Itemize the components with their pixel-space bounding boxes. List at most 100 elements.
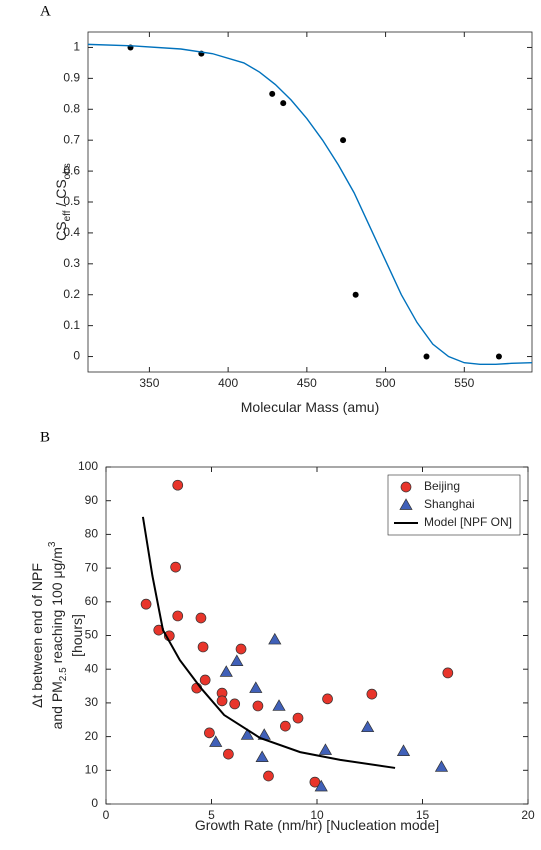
- y-axis-label-part: eff: [62, 210, 73, 221]
- point: [263, 770, 274, 782]
- point: [272, 699, 286, 711]
- y-tick-label: 40: [85, 661, 99, 675]
- y-tick-label: 0: [91, 796, 98, 810]
- point: [322, 693, 333, 705]
- point: [280, 100, 287, 107]
- x-tick-label: 550: [454, 376, 474, 390]
- y-tick-label: 0.8: [63, 101, 80, 115]
- y-axis-label-part: Δt between end of NPF: [29, 563, 45, 708]
- point: [140, 598, 152, 610]
- y-tick-label: 0: [73, 349, 80, 363]
- point: [223, 748, 234, 760]
- y-axis-label: [hours]: [69, 614, 85, 657]
- point: [199, 674, 211, 686]
- point: [255, 750, 269, 763]
- y-tick-label: 1: [73, 40, 80, 54]
- y-tick-label: 0.5: [63, 194, 80, 208]
- point: [195, 612, 207, 624]
- point: [240, 728, 254, 740]
- point: [495, 353, 502, 360]
- y-axis-label-part: and PM: [49, 681, 65, 729]
- point: [442, 667, 454, 679]
- x-tick-label: 400: [218, 376, 238, 390]
- point: [219, 665, 233, 677]
- y-axis-label-part: 2.5: [58, 667, 69, 681]
- y-tick-label: 30: [85, 695, 99, 709]
- point: [434, 760, 449, 772]
- x-tick-label: 10: [310, 808, 324, 822]
- x-tick-label: 0: [103, 808, 110, 822]
- y-axis-label-part: 3: [47, 541, 58, 547]
- point: [170, 561, 181, 573]
- point: [252, 700, 264, 712]
- point: [314, 779, 328, 792]
- x-axis-label: Growth Rate (nm/hr) [Nucleation mode]: [195, 817, 439, 833]
- fit-line: [87, 43, 533, 365]
- legend-label: Model [NPF ON]: [424, 515, 512, 529]
- x-tick-label: 15: [416, 808, 430, 822]
- y-tick-label: 100: [78, 459, 98, 473]
- y-tick-label: 70: [85, 560, 99, 574]
- x-tick-label: 5: [208, 808, 215, 822]
- point: [280, 720, 291, 732]
- y-tick-label: 0.1: [63, 318, 80, 332]
- legend-label: Shanghai: [424, 497, 475, 511]
- plot-area: [87, 31, 533, 373]
- x-axis-label-part: Growth Rate (nm/hr) [Nucleation mode]: [195, 817, 439, 833]
- point: [352, 291, 359, 298]
- point: [269, 90, 276, 97]
- y-axis-label: and PM2.5 reaching 100 μg/m3: [47, 541, 69, 729]
- panel-label: A: [40, 3, 51, 19]
- y-tick-label: 90: [85, 493, 99, 507]
- y-axis-label: Δt between end of NPF: [29, 563, 45, 708]
- point: [340, 137, 347, 144]
- y-axis-label-part: [hours]: [69, 614, 85, 657]
- legend-label: Beijing: [424, 479, 460, 493]
- x-tick-label: 350: [139, 376, 159, 390]
- point: [197, 641, 209, 653]
- legend-symbol: [400, 481, 412, 493]
- y-tick-label: 20: [85, 729, 99, 743]
- x-tick-label: 500: [376, 376, 396, 390]
- y-tick-label: 0.2: [63, 287, 80, 301]
- point: [172, 610, 184, 622]
- y-tick-label: 10: [85, 762, 99, 776]
- fit-line: [141, 516, 396, 769]
- x-tick-label: 450: [297, 376, 317, 390]
- y-axis-label-part: reaching 100 μg/m: [49, 547, 65, 667]
- point: [292, 712, 304, 724]
- x-axis-label: Molecular Mass (amu): [241, 399, 379, 415]
- point: [318, 743, 333, 755]
- y-axis-label-part: obs: [62, 163, 73, 179]
- y-tick-label: 80: [85, 527, 99, 541]
- y-axis-label-part: CS: [53, 221, 69, 240]
- y-tick-label: 0.3: [63, 256, 80, 270]
- point: [309, 776, 321, 788]
- point: [172, 479, 184, 491]
- point: [361, 720, 375, 733]
- point: [229, 698, 241, 710]
- y-tick-label: 0.6: [63, 163, 80, 177]
- y-tick-label: 0.4: [63, 225, 80, 239]
- point: [396, 744, 411, 756]
- point: [235, 643, 247, 655]
- y-tick-label: 60: [85, 594, 99, 608]
- point: [209, 735, 223, 747]
- point: [366, 688, 378, 700]
- x-axis-label-part: Molecular Mass (amu): [241, 399, 379, 415]
- legend-symbol: [399, 498, 413, 510]
- point: [204, 727, 215, 739]
- panel-label: B: [40, 429, 50, 445]
- y-axis-label: CSeff / CSobs: [53, 163, 73, 241]
- point: [268, 632, 282, 645]
- y-tick-label: 0.9: [63, 71, 80, 85]
- point: [249, 681, 263, 693]
- y-axis-label-part: / CS: [53, 179, 69, 210]
- point: [216, 695, 228, 707]
- point: [423, 353, 430, 360]
- point: [230, 654, 244, 666]
- y-tick-label: 0.7: [63, 132, 80, 146]
- x-tick-label: 20: [521, 808, 535, 822]
- y-tick-label: 50: [85, 628, 99, 642]
